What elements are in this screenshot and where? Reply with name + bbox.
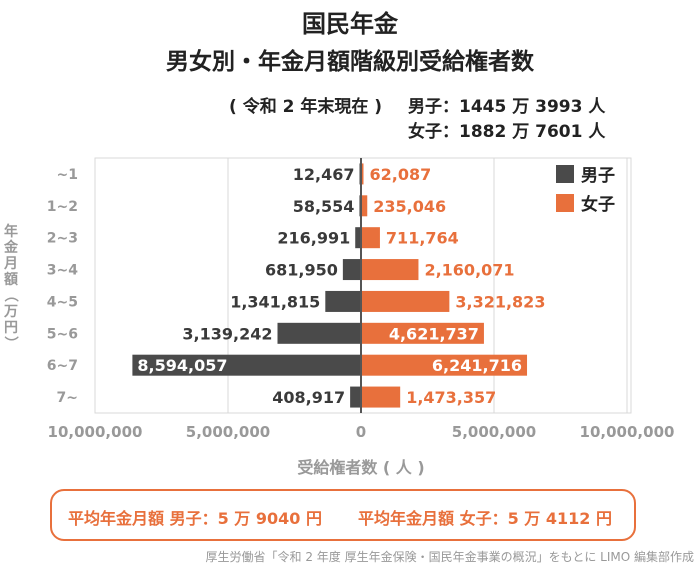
male-value-label: 58,554 [293,197,355,216]
x-tick-label: 5,000,000 [186,423,270,441]
female-value-label: 1,473,357 [406,388,496,407]
legend-swatch-male [556,165,574,183]
female-value-label: 711,764 [386,229,459,248]
female-bar [361,354,528,376]
y-axis-label-char: 年 [4,223,18,240]
female-total: 女子：1882 万 7601 人 [408,122,606,142]
y-tick-label: 7~ [57,390,78,406]
legend-label-female: 女子 [581,194,615,215]
female-average: 平均年金月額 女子：5 万 4112 円 [358,509,612,528]
y-axis-label-char: 額 [3,271,18,288]
male-bar [355,227,361,249]
female-value-label: 235,046 [373,197,446,216]
butterfly-chart: 10,000,000 5,000,000 0 5,000,000 10,000,000 ~… [2,157,675,477]
female-value-label: 6,241,716 [432,356,522,375]
y-tick-label: 1~2 [47,199,78,215]
female-bar [361,227,380,249]
x-tick-label: 0 [356,423,366,441]
female-value-label: 4,621,737 [389,324,479,343]
male-value-label: 1,341,815 [230,292,320,311]
y-tick-label: 2~3 [47,231,78,247]
male-bar [325,290,361,312]
male-total: 男子：1445 万 3993 人 [408,97,606,117]
y-axis-label-char: 円 [4,320,18,336]
y-axis-label-char: 月 [3,256,18,272]
y-axis-label-char: ） [2,336,18,350]
y-tick-label: 4~5 [47,294,78,310]
male-bar [132,354,361,376]
male-bar [350,386,361,408]
y-axis-label-char: 万 [3,304,18,320]
source-note: 厚生労働省「令和 2 年度 厚生年金保険・国民年金事業の概況」をもとに LIMO… [205,550,695,564]
female-bar [361,290,450,312]
female-bar [361,322,484,344]
female-bar [361,195,368,217]
chart-subtitle: 男女別・年金月額階級別受給権者数 [166,49,534,75]
female-value-label: 62,087 [370,165,432,184]
y-tick-label: ~1 [57,167,78,183]
legend-label-male: 男子 [581,166,615,186]
female-bar [361,259,419,281]
male-value-label: 3,139,242 [182,324,272,343]
legend-swatch-female [556,194,574,212]
male-value-label: 216,991 [277,229,350,248]
chart-title: 国民年金 [302,10,398,38]
male-value-label: 12,467 [293,165,355,184]
female-bar [361,163,364,185]
y-tick-label: 5~6 [47,326,78,342]
y-tick-label: 3~4 [47,263,78,279]
female-bar [361,386,401,408]
x-tick-label: 10,000,000 [48,423,143,441]
female-value-label: 3,321,823 [455,292,545,311]
x-tick-label: 10,000,000 [580,423,675,441]
male-bar [277,322,361,344]
y-tick-label: 6~7 [47,358,78,374]
average-box [50,489,636,541]
y-axis-label-char: （ [2,288,18,302]
x-axis-label: 受給権者数 ( 人 ) [297,458,424,477]
female-value-label: 2,160,071 [424,261,514,280]
male-value-label: 681,950 [265,261,338,280]
y-axis-label-char: 金 [3,239,19,256]
as-of-date: ( 令和 2 年末現在 ) [229,97,383,117]
male-value-label: 8,594,057 [137,356,227,375]
x-tick-label: 5,000,000 [452,423,536,441]
male-average: 平均年金月額 男子：5 万 9040 円 [68,509,322,528]
male-bar [342,259,361,281]
male-value-label: 408,917 [272,388,345,407]
